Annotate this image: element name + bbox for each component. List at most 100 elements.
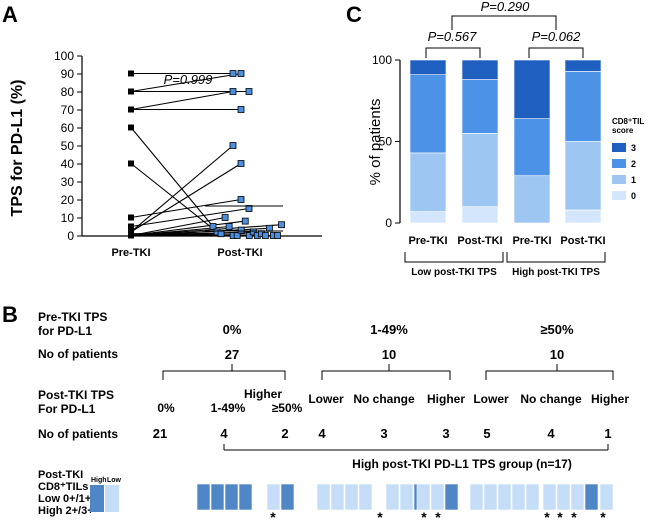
panel-c-legend-label-2: 2 (631, 159, 636, 169)
panel-c-bar-segment-3 (409, 59, 447, 75)
til-square-high (210, 483, 225, 511)
til-asterisk: * (600, 509, 606, 520)
til-square-low (344, 483, 359, 511)
sub-count-4: 3 (380, 426, 387, 441)
panel-a-pre-point (128, 88, 134, 95)
panel-c-bar-segment-1 (461, 133, 499, 208)
panel-b-letter: B (2, 302, 18, 327)
tree-bracket-2 (485, 370, 614, 380)
g1-sub-1: 1-49% (211, 401, 246, 415)
panel-a-post-point (221, 214, 229, 221)
panel-a-lines (130, 72, 282, 237)
panel-a-ytick-label: 90 (61, 67, 75, 81)
panel-c-group-right: High post-TKI TPS (512, 267, 600, 278)
panel-a-post-point (233, 232, 241, 239)
panel-b: B Pre-TKI TPS for PD-L1 0% 1-49% ≥50% No… (2, 302, 629, 520)
til-square-low (599, 483, 614, 511)
panel-a-pair-line (130, 127, 214, 227)
panel-a-post-point (237, 70, 245, 77)
sub-count-1: 4 (220, 426, 228, 441)
panel-c-bracket-top (451, 15, 557, 30)
panel-a-pre-point (128, 106, 134, 113)
panel-c-bar-segment-2 (564, 71, 602, 142)
panel-a-pair-line (130, 145, 234, 233)
tree-bracket-0 (162, 370, 286, 380)
panel-c-bar-segment-0 (409, 211, 447, 224)
til-square-low (266, 483, 281, 511)
til-square-low (469, 483, 484, 511)
panel-a-ytick-label: 100 (54, 49, 74, 63)
panel-c-xtick-1: Pre-TKI (408, 235, 447, 247)
til-square-high (444, 483, 459, 511)
til-square-low (483, 483, 498, 511)
sub-count-0: 21 (153, 426, 167, 441)
high-group-label: High post-TKI PD-L1 TPS group (n=17) (352, 457, 572, 471)
panel-c-ylabel: % of patients (367, 99, 384, 186)
til-square-low (358, 483, 373, 511)
panel-a-pair-line (130, 163, 218, 233)
panel-c-bar-segment-1 (564, 141, 602, 211)
group-label-1: 1-49% (370, 322, 408, 337)
panel-c-ytick-label: 50 (379, 135, 393, 149)
panel-c-group-bracket-right (506, 252, 606, 263)
g2-sub-2: Higher (427, 392, 465, 406)
til-legend-high-label: High (91, 477, 107, 484)
til-square-low (497, 483, 512, 511)
til-legend-low-swatch (105, 485, 119, 512)
panel-a-pair-line (130, 207, 250, 228)
panel-c-legend-swatch-2 (612, 159, 626, 168)
panel-c-bar-segment-0 (461, 206, 499, 224)
til-asterisk: * (270, 509, 276, 520)
til-square-low (511, 483, 526, 511)
panel-a-ytick-label: 70 (61, 103, 75, 117)
g3-sub-0: Lower (473, 392, 509, 406)
panel-c-group-left: Low post-TKI TPS (411, 267, 497, 278)
group-count-2: 10 (550, 347, 564, 362)
panel-c-bar-segment-2 (409, 74, 447, 154)
panel-c-bar-segment-2 (461, 79, 499, 134)
panel-a-post-point (245, 232, 253, 239)
panel-a-post-point (229, 70, 237, 77)
panel-a-post-point (229, 88, 237, 95)
panel-c-legend: 3 2 1 0 (612, 143, 636, 201)
panel-c-bar-segment-2 (513, 118, 551, 177)
panel-a-ytick-label: 30 (61, 175, 75, 189)
panel-c-bar-segment-0 (564, 209, 602, 224)
group-count-0: 27 (225, 347, 239, 362)
til-label-3: Low 0+/1+ (38, 493, 91, 505)
g1-sub-2: Higher (244, 387, 282, 401)
panel-a-post-point (249, 228, 257, 236)
til-legend-low-label: Low (107, 477, 122, 484)
panel-c-bars (409, 59, 602, 224)
tree-bracket-1 (321, 370, 451, 380)
panel-a-pre-point (128, 232, 134, 239)
til-square-low (542, 483, 557, 511)
panel-a-points (128, 70, 285, 239)
panel-c-bracket-right (528, 47, 584, 58)
panel-a-pre-point (128, 223, 134, 230)
panel-c-p-top: P=0.290 (481, 0, 531, 14)
pre-tps-label-2: for PD-L1 (38, 324, 92, 338)
g2-sub-1: No change (353, 392, 415, 406)
til-square-low (330, 483, 345, 511)
panel-a-post-point (237, 106, 245, 113)
til-squares (196, 483, 614, 511)
panel-a-ytick-label: 0 (67, 229, 74, 243)
panel-a-post-point (261, 232, 269, 239)
til-legend-high-swatch (90, 485, 104, 512)
panel-c-legend-swatch-1 (612, 175, 626, 184)
g2-sub-0: Lower (308, 392, 344, 406)
pre-tps-label-1: Pre-TKI TPS (38, 310, 107, 324)
panel-c-group-bracket-left (404, 252, 504, 263)
g3-sub-1: No change (520, 392, 582, 406)
panel-a-pre-point (128, 70, 134, 77)
panel-a-pair-line (130, 90, 234, 111)
til-asterisk: * (435, 509, 441, 520)
til-label-1: Post-TKI (38, 469, 83, 481)
til-asterisk: * (421, 509, 427, 520)
sub-count-6: 5 (483, 426, 490, 441)
sub-count-5: 3 (442, 426, 449, 441)
til-asterisk: * (544, 509, 550, 520)
til-square-low (525, 483, 540, 511)
